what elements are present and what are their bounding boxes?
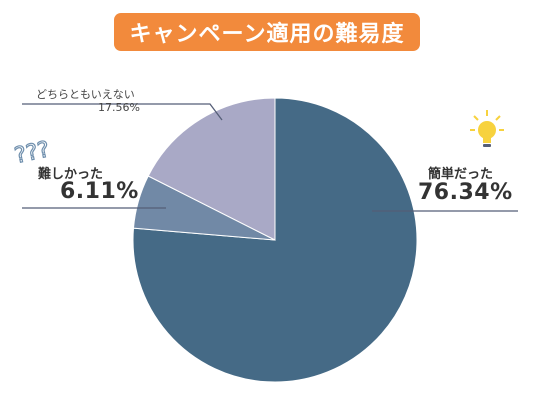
pie-slice-neutral xyxy=(147,97,276,241)
label-hard-value: 6.11% xyxy=(60,179,139,204)
label-easy-value: 76.34% xyxy=(418,180,513,205)
leader-line-neutral xyxy=(22,103,223,121)
label-neutral-name: どちらともいえない xyxy=(36,88,135,101)
label-easy-name: 簡単だった xyxy=(428,167,494,182)
label-neutral-value: 17.56% xyxy=(98,101,140,114)
chart-title: キャンペーン適用の難易度 xyxy=(114,13,420,51)
pie-slice-easy xyxy=(132,97,418,383)
label-hard-name: 難しかった xyxy=(38,167,104,182)
lightbulb-icon xyxy=(470,110,504,147)
